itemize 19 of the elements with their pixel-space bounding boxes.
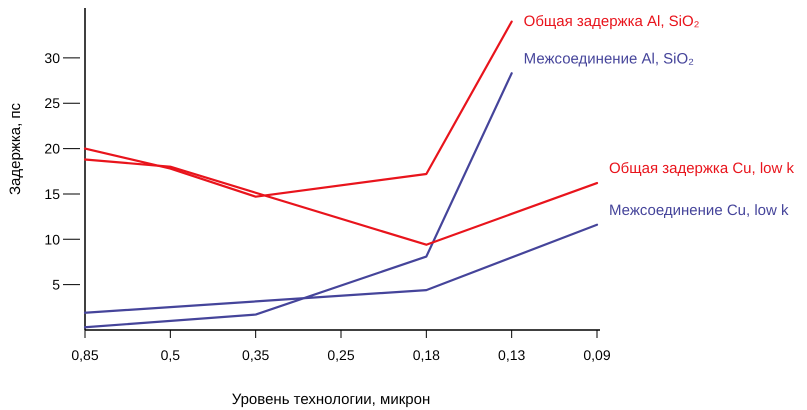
y-axis-title: Задержка, пс — [7, 102, 24, 196]
x-tick-label: 0,35 — [242, 347, 270, 363]
x-tick-label: 0,25 — [327, 347, 355, 363]
x-tick-label: 0,13 — [498, 347, 526, 363]
x-tick-label: 0,09 — [583, 347, 611, 363]
series-label: Межсоединение Cu, low k — [609, 202, 790, 219]
series-label: Общая задержка Cu, low k — [609, 160, 795, 178]
y-tick-label: 20 — [44, 140, 60, 157]
x-axis-title: Уровень технологии, микрон — [232, 391, 430, 408]
y-tick-label: 30 — [44, 50, 60, 66]
x-tick-label: 0,85 — [71, 347, 99, 363]
series-label: Общая задержка Al, SiO₂ — [524, 13, 700, 30]
y-tick-label: 10 — [44, 231, 60, 248]
y-tick-label: 5 — [52, 276, 60, 293]
series-label: Межсоединение Al, SiO₂ — [524, 50, 694, 68]
x-tick-label: 0,18 — [412, 347, 440, 363]
x-tick-label: 0,5 — [160, 347, 180, 363]
y-tick-label: 25 — [44, 95, 60, 112]
y-tick-label: 15 — [44, 186, 60, 202]
